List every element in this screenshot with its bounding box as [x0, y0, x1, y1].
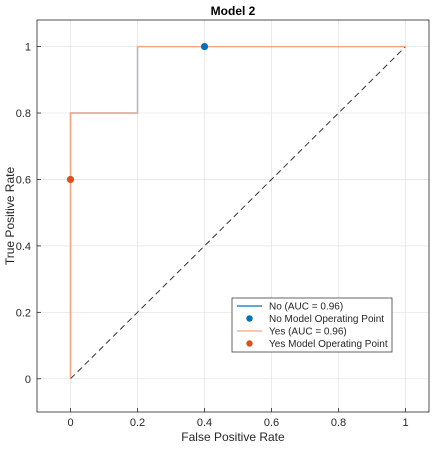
series-layer [69, 45, 406, 379]
chart-title: Model 2 [211, 4, 256, 18]
y-tick-labels: 0 0.2 0.4 0.6 0.8 1 [16, 42, 41, 386]
y-tick-label: 0 [25, 374, 31, 386]
plot-frame [36, 19, 430, 413]
operating-point-no-model-operating-point [200, 42, 209, 51]
x-tick-label: 1 [402, 417, 408, 429]
x-tick-labels: 0 0.2 0.4 0.6 0.8 1 [67, 408, 409, 429]
x-tick-label: 0.6 [264, 417, 279, 429]
y-tick-label: 0.6 [16, 174, 31, 186]
legend-entry-label: No (AUC = 0.96) [269, 302, 343, 313]
series-line-yes-auc-0-96 [69, 45, 406, 379]
grid-lines [37, 20, 429, 412]
y-tick-label: 0.2 [16, 307, 31, 319]
legend-entry-label: Yes Model Operating Point [269, 339, 388, 350]
y-tick-label: 0.8 [16, 108, 31, 120]
legend-swatch-point [246, 340, 253, 347]
x-tick-label: 0.2 [130, 417, 145, 429]
y-axis-label: True Positive Rate [3, 167, 17, 266]
operating-point-yes-model-operating-point [66, 175, 75, 184]
chance-reference-line [70, 46, 406, 380]
y-tick-label: 1 [25, 42, 31, 54]
x-tick-label: 0.8 [331, 417, 346, 429]
chance-diagonal-line [70, 46, 406, 380]
legend-entry-label: Yes (AUC = 0.96) [269, 327, 347, 338]
operating-points-layer [66, 42, 209, 184]
x-axis-label: False Positive Rate [181, 430, 285, 444]
legend-box [231, 297, 393, 353]
y-tick-label: 0.4 [16, 241, 31, 253]
legend-entry-label: No Model Operating Point [269, 314, 384, 325]
legend: No (AUC = 0.96)No Model Operating Point Y… [231, 297, 393, 353]
legend-swatch-point [246, 315, 253, 322]
x-tick-label: 0.4 [197, 417, 212, 429]
x-tick-label: 0 [67, 417, 73, 429]
